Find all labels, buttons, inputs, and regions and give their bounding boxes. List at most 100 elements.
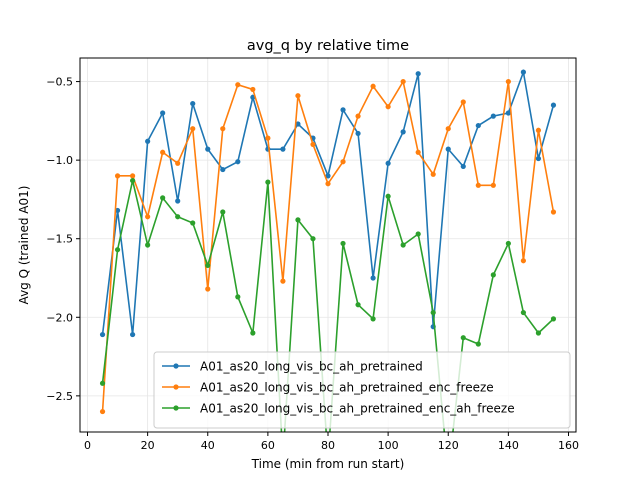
- data-point: [445, 146, 451, 152]
- data-point: [205, 286, 211, 292]
- data-point: [265, 135, 271, 141]
- data-point: [250, 330, 256, 336]
- data-point: [460, 163, 466, 170]
- data-point: [280, 146, 286, 152]
- data-point: [250, 86, 256, 93]
- data-point: [520, 69, 526, 75]
- x-tick-label: 80: [321, 439, 335, 452]
- legend-marker: [173, 405, 179, 411]
- data-point: [160, 149, 166, 155]
- data-point: [460, 99, 466, 105]
- data-point: [310, 236, 316, 242]
- legend-marker: [173, 363, 179, 369]
- data-point: [280, 278, 286, 284]
- data-point: [475, 122, 481, 129]
- y-tick-label: −1.5: [46, 233, 73, 246]
- legend-label: A01_as20_long_vis_bc_ah_pretrained_enc_a…: [200, 402, 515, 416]
- data-point: [114, 173, 121, 179]
- x-tick-label: 20: [141, 439, 155, 452]
- grid: [80, 58, 576, 432]
- data-point: [490, 113, 496, 119]
- legend-box: [153, 351, 571, 429]
- data-point: [505, 78, 511, 85]
- data-point: [475, 341, 481, 347]
- data-point: [445, 126, 451, 132]
- data-point: [295, 121, 301, 127]
- data-point: [340, 107, 346, 113]
- x-tick-label: 160: [558, 439, 579, 452]
- data-point: [145, 138, 151, 144]
- data-point: [550, 209, 557, 215]
- series-lines: [99, 69, 557, 477]
- y-tick-label: −2.5: [46, 390, 73, 403]
- data-point: [220, 166, 226, 173]
- data-point: [520, 258, 526, 264]
- data-point: [325, 173, 331, 179]
- y-axis-label: Avg Q (trained A01): [17, 186, 31, 305]
- data-point: [430, 171, 436, 177]
- data-point: [400, 129, 406, 135]
- data-point: [235, 82, 241, 88]
- data-point: [400, 242, 406, 248]
- x-tick-label: 60: [261, 439, 275, 452]
- y-tick-label: −2.0: [46, 311, 73, 324]
- data-point: [220, 126, 226, 132]
- x-tick-label: 100: [378, 439, 399, 452]
- data-point: [415, 231, 421, 237]
- data-point: [370, 83, 376, 89]
- data-point: [145, 214, 151, 220]
- data-point: [400, 78, 406, 85]
- x-tick-label: 120: [438, 439, 459, 452]
- data-point: [370, 316, 376, 322]
- legend-label: A01_as20_long_vis_bc_ah_pretrained_enc_f…: [200, 381, 494, 395]
- legend-label: A01_as20_long_vis_bc_ah_pretrained: [200, 360, 423, 374]
- data-point: [535, 127, 542, 133]
- data-point: [385, 160, 391, 166]
- data-point: [535, 155, 542, 162]
- data-point: [130, 331, 136, 338]
- data-point: [235, 159, 241, 165]
- data-point: [430, 309, 436, 316]
- data-point: [505, 110, 511, 116]
- data-point: [460, 335, 466, 341]
- data-point: [175, 160, 181, 166]
- data-point: [145, 242, 151, 248]
- data-point: [220, 209, 226, 215]
- y-tick-label: −0.5: [46, 76, 73, 89]
- legend: A01_as20_long_vis_bc_ah_pretrained A01_as…: [153, 351, 571, 429]
- data-point: [160, 110, 166, 116]
- data-point: [355, 130, 361, 137]
- data-point: [190, 100, 196, 107]
- data-point: [535, 330, 542, 336]
- data-point: [355, 113, 361, 119]
- legend-marker: [173, 384, 179, 390]
- data-point: [340, 240, 346, 247]
- data-point: [550, 102, 557, 108]
- data-point: [160, 195, 166, 201]
- data-point: [505, 240, 511, 247]
- x-axis-label: Time (min from run start): [251, 457, 405, 471]
- data-point: [415, 149, 421, 155]
- data-point: [190, 126, 196, 132]
- data-point: [310, 141, 316, 148]
- axis-ticks: 0 20 40 60 80 100 120 140 160 −2.5 −2.0 −1.5 −1.0 −0.…: [46, 76, 579, 452]
- data-point: [99, 331, 106, 338]
- data-point: [385, 104, 391, 110]
- chart-title: avg_q by relative time: [247, 38, 409, 54]
- data-point: [370, 275, 376, 281]
- data-point: [295, 217, 301, 223]
- data-point: [340, 159, 346, 165]
- data-point: [265, 179, 271, 185]
- data-point: [175, 214, 181, 220]
- data-point: [235, 294, 241, 300]
- data-point: [130, 173, 136, 179]
- data-point: [446, 472, 451, 477]
- data-point: [355, 302, 361, 308]
- data-point: [295, 93, 301, 99]
- data-point: [130, 177, 136, 184]
- data-point: [385, 193, 391, 199]
- data-point: [99, 380, 106, 386]
- data-point: [415, 71, 421, 77]
- data-point: [490, 272, 496, 278]
